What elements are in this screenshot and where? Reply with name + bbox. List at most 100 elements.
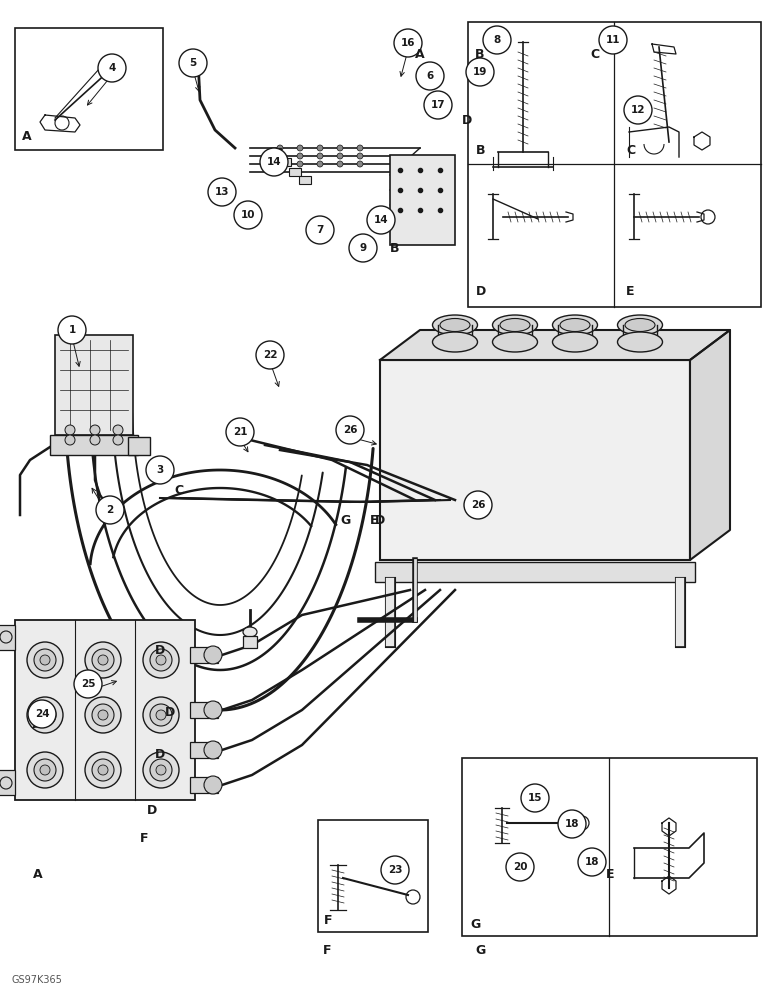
Circle shape	[506, 853, 534, 881]
Text: B: B	[476, 144, 486, 157]
FancyBboxPatch shape	[375, 562, 695, 582]
Circle shape	[65, 435, 75, 445]
Ellipse shape	[553, 332, 598, 352]
Circle shape	[578, 848, 606, 876]
Circle shape	[208, 178, 236, 206]
FancyBboxPatch shape	[55, 335, 133, 435]
Text: 4: 4	[108, 63, 116, 73]
FancyBboxPatch shape	[128, 437, 150, 455]
Circle shape	[234, 201, 262, 229]
Circle shape	[204, 741, 222, 759]
Circle shape	[226, 418, 254, 446]
Text: C: C	[626, 144, 635, 157]
Ellipse shape	[625, 318, 655, 332]
FancyBboxPatch shape	[15, 28, 163, 150]
Text: 10: 10	[241, 210, 256, 220]
Circle shape	[336, 416, 364, 444]
FancyBboxPatch shape	[299, 176, 311, 184]
Text: D: D	[462, 113, 472, 126]
Text: 11: 11	[606, 35, 620, 45]
Text: A: A	[33, 868, 42, 882]
Text: F: F	[323, 944, 331, 956]
Text: 26: 26	[343, 425, 357, 435]
Text: 7: 7	[317, 225, 323, 235]
FancyBboxPatch shape	[190, 742, 218, 758]
Text: 16: 16	[401, 38, 415, 48]
FancyBboxPatch shape	[190, 647, 218, 663]
Text: C: C	[590, 48, 599, 62]
Circle shape	[256, 341, 284, 369]
Circle shape	[150, 649, 172, 671]
Circle shape	[85, 697, 121, 733]
Text: D: D	[375, 514, 385, 526]
Ellipse shape	[553, 315, 598, 335]
Circle shape	[90, 425, 100, 435]
Circle shape	[27, 752, 63, 788]
Text: 15: 15	[528, 793, 542, 803]
FancyBboxPatch shape	[462, 758, 757, 936]
Circle shape	[113, 435, 123, 445]
Circle shape	[40, 765, 50, 775]
Text: 8: 8	[493, 35, 500, 45]
Circle shape	[92, 704, 114, 726]
Text: A: A	[22, 130, 32, 143]
Text: F: F	[140, 832, 148, 844]
Text: E: E	[626, 285, 635, 298]
Ellipse shape	[560, 318, 590, 332]
Circle shape	[317, 145, 323, 151]
Circle shape	[98, 765, 108, 775]
Text: 5: 5	[189, 58, 197, 68]
Circle shape	[624, 96, 652, 124]
Text: 24: 24	[35, 709, 49, 719]
Circle shape	[156, 655, 166, 665]
Circle shape	[297, 145, 303, 151]
FancyBboxPatch shape	[0, 625, 15, 650]
FancyBboxPatch shape	[279, 158, 291, 166]
Circle shape	[317, 161, 323, 167]
Circle shape	[58, 316, 86, 344]
Ellipse shape	[432, 315, 478, 335]
Circle shape	[558, 810, 586, 838]
Polygon shape	[690, 330, 730, 560]
Circle shape	[297, 153, 303, 159]
FancyBboxPatch shape	[0, 770, 15, 795]
Circle shape	[179, 49, 207, 77]
Circle shape	[150, 759, 172, 781]
Text: 23: 23	[388, 865, 402, 875]
Text: 26: 26	[471, 500, 486, 510]
Text: C: C	[174, 484, 183, 496]
Ellipse shape	[243, 627, 257, 637]
Circle shape	[521, 784, 549, 812]
Circle shape	[204, 646, 222, 664]
Ellipse shape	[493, 315, 537, 335]
Text: 17: 17	[431, 100, 445, 110]
Circle shape	[464, 491, 492, 519]
Circle shape	[27, 642, 63, 678]
Circle shape	[74, 670, 102, 698]
Circle shape	[98, 54, 126, 82]
Circle shape	[337, 161, 343, 167]
FancyBboxPatch shape	[15, 620, 195, 800]
Text: 14: 14	[374, 215, 388, 225]
FancyBboxPatch shape	[243, 636, 257, 648]
Circle shape	[349, 234, 377, 262]
Circle shape	[367, 206, 395, 234]
Text: 18: 18	[584, 857, 599, 867]
Text: 19: 19	[472, 67, 487, 77]
Circle shape	[156, 765, 166, 775]
Text: 13: 13	[215, 187, 229, 197]
Circle shape	[96, 496, 124, 524]
Circle shape	[204, 776, 222, 794]
Text: 22: 22	[262, 350, 277, 360]
Circle shape	[357, 161, 363, 167]
Text: 1: 1	[69, 325, 76, 335]
Text: G: G	[470, 918, 480, 931]
Circle shape	[98, 710, 108, 720]
Circle shape	[317, 153, 323, 159]
Text: E: E	[370, 514, 378, 526]
Circle shape	[98, 655, 108, 665]
Circle shape	[28, 700, 56, 728]
Text: D: D	[476, 285, 486, 298]
Text: 9: 9	[360, 243, 367, 253]
Circle shape	[416, 62, 444, 90]
